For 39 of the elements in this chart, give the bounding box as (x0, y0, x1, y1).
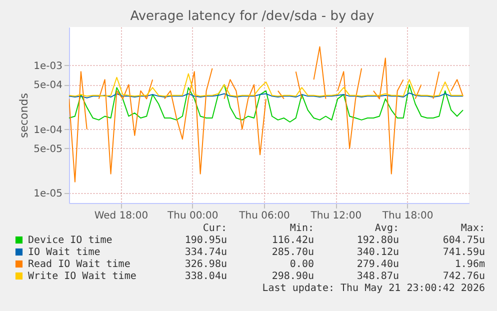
y-tick-label: 5e-05 (34, 144, 62, 155)
legend-label: IO Wait time (28, 247, 100, 258)
legend-label: Device IO time (28, 235, 112, 246)
text: Max: (460, 223, 485, 234)
y-axis-title: seconds (18, 92, 31, 138)
x-tick-label: Wed 18:00 (94, 210, 148, 222)
text: 348.87u (356, 271, 399, 282)
y-tick-label: 1e-04 (34, 124, 62, 136)
y-tick-label: 1e-03 (34, 60, 62, 72)
text: 0.00 (290, 259, 314, 270)
x-tick-label: Thu 06:00 (238, 210, 290, 222)
x-tick-label: Thu 00:00 (166, 210, 218, 222)
chart-title: Average latency for /dev/sda - by day (130, 9, 375, 24)
line-series (69, 73, 464, 97)
text: Avg: (374, 223, 399, 234)
text: 285.70u (272, 247, 314, 258)
text: 604.75u (442, 235, 485, 246)
legend-label: Write IO Wait time (28, 271, 136, 282)
text: 334.74u (184, 247, 227, 258)
text: 742.76u (442, 271, 485, 282)
text: 1.96m (454, 259, 485, 270)
text: 326.98u (184, 259, 227, 270)
y-tick-label: 5e-04 (34, 80, 62, 92)
x-tick-label: Thu 18:00 (381, 210, 434, 222)
text: 340.12u (356, 247, 399, 258)
x-tick-label: Thu 12:00 (310, 210, 362, 222)
legend-label: Read IO Wait time (28, 259, 130, 270)
text: Cur: (202, 223, 227, 234)
y-tick-label: 1e-05 (34, 188, 62, 200)
text: 338.04u (184, 271, 227, 282)
text: 190.95u (184, 235, 227, 246)
text: 298.90u (272, 271, 314, 282)
line-series (69, 84, 464, 122)
text: 279.40u (356, 259, 399, 270)
text: Min: (290, 223, 314, 234)
text: Last update: Thu May 21 23:00:42 2026 (262, 283, 485, 294)
text: 192.80u (356, 235, 399, 246)
text: 741.59u (442, 247, 485, 258)
text: 116.42u (272, 235, 314, 246)
